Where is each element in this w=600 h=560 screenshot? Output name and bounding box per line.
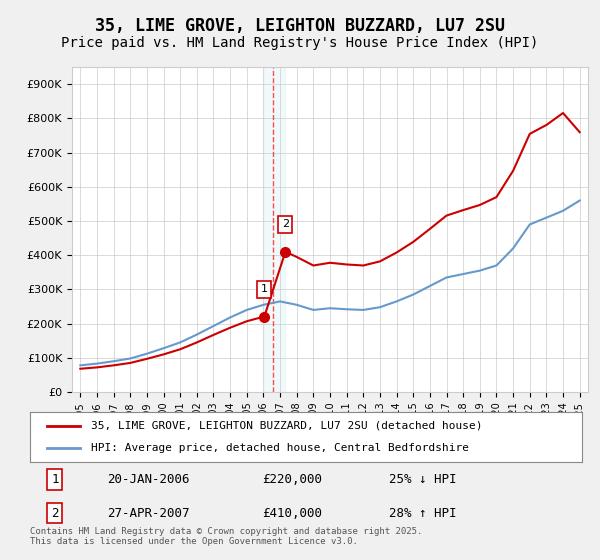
Text: Contains HM Land Registry data © Crown copyright and database right 2025.
This d: Contains HM Land Registry data © Crown c… <box>30 526 422 546</box>
Text: 27-APR-2007: 27-APR-2007 <box>107 507 190 520</box>
Text: £410,000: £410,000 <box>262 507 322 520</box>
Text: 1: 1 <box>51 473 59 486</box>
Text: 20-JAN-2006: 20-JAN-2006 <box>107 473 190 486</box>
Text: £220,000: £220,000 <box>262 473 322 486</box>
Text: 28% ↑ HPI: 28% ↑ HPI <box>389 507 457 520</box>
Text: 2: 2 <box>51 507 59 520</box>
Text: 2: 2 <box>282 220 289 230</box>
Text: 35, LIME GROVE, LEIGHTON BUZZARD, LU7 2SU: 35, LIME GROVE, LEIGHTON BUZZARD, LU7 2S… <box>95 17 505 35</box>
Text: HPI: Average price, detached house, Central Bedfordshire: HPI: Average price, detached house, Cent… <box>91 443 469 453</box>
Text: Price paid vs. HM Land Registry's House Price Index (HPI): Price paid vs. HM Land Registry's House … <box>61 36 539 50</box>
Bar <box>264 67 286 392</box>
Text: 25% ↓ HPI: 25% ↓ HPI <box>389 473 457 486</box>
Text: 35, LIME GROVE, LEIGHTON BUZZARD, LU7 2SU (detached house): 35, LIME GROVE, LEIGHTON BUZZARD, LU7 2S… <box>91 421 482 431</box>
Text: 1: 1 <box>261 284 268 295</box>
